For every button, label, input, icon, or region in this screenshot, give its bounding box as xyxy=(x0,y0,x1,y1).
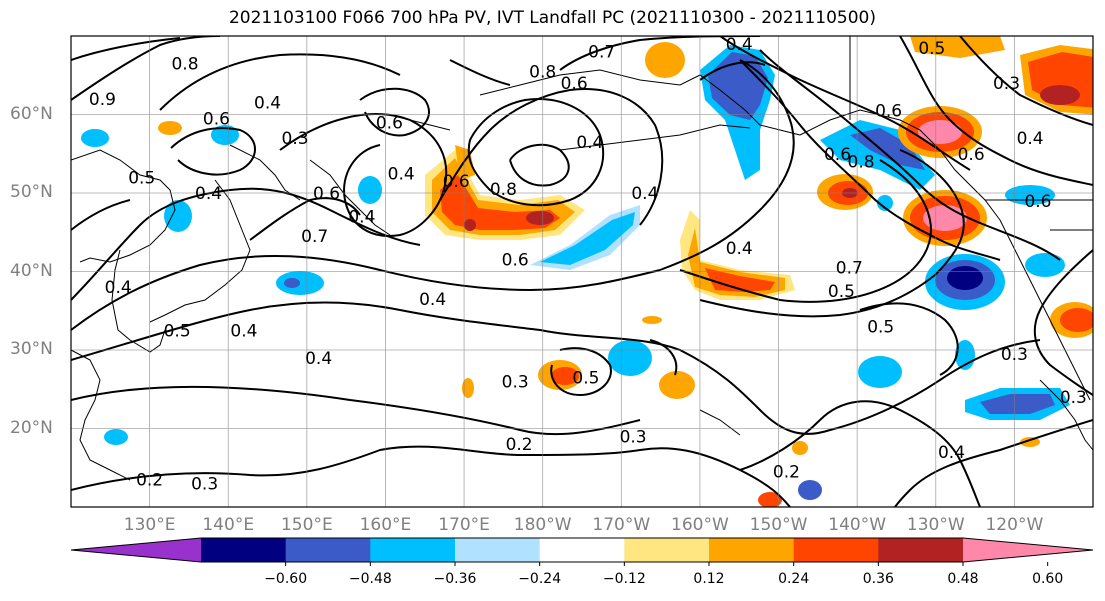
contour-label: 0.4 xyxy=(105,278,132,298)
contour-label: 0.4 xyxy=(726,239,753,259)
contour-label: 0.3 xyxy=(993,74,1020,94)
contour-label: 0.2 xyxy=(136,471,163,491)
colorbar-min-extension xyxy=(71,538,201,562)
longitude-label: 130°W xyxy=(906,515,965,535)
longitude-label: 150°E xyxy=(280,515,333,535)
longitude-label: 140°W xyxy=(828,515,887,535)
colorbar-segment xyxy=(793,538,879,562)
contour-label: 0.4 xyxy=(254,94,281,114)
colorbar-segment xyxy=(285,538,371,562)
longitude-label: 130°E xyxy=(123,515,176,535)
colorbar-segment xyxy=(624,538,710,562)
contour-label: 0.3 xyxy=(282,129,309,149)
contour-label: 0.6 xyxy=(203,109,230,129)
colorbar-tick-label: −0.48 xyxy=(348,571,392,587)
contour-label: 0.6 xyxy=(824,145,851,165)
colorbar-segment xyxy=(539,538,625,562)
colorbar-tick-label: −0.36 xyxy=(433,571,477,587)
latitude-label: 40°N xyxy=(10,260,53,281)
map-title: 2021103100 F066 700 hPa PV, IVT Landfall… xyxy=(228,8,876,28)
map-frame xyxy=(70,35,1094,508)
contour-label: 0.6 xyxy=(376,113,403,133)
contour-label: 0.2 xyxy=(506,435,533,455)
contour-label: 0.9 xyxy=(89,90,116,110)
contour-label: 0.4 xyxy=(195,184,222,204)
contour-label: 0.7 xyxy=(836,259,863,279)
longitude-label: 140°E xyxy=(202,515,255,535)
colorbar-tick-label: 0.60 xyxy=(1032,571,1064,587)
contour-labels: 0.80.90.60.40.30.50.4 0.60.70.40.40.60.6 0… xyxy=(89,35,1087,495)
longitude-label: 120°W xyxy=(985,515,1044,535)
contour-label: 0.4 xyxy=(726,35,753,55)
contour-label: 0.2 xyxy=(773,463,800,483)
colorbar-tick-label: 0.12 xyxy=(693,571,725,587)
longitude-label: 150°W xyxy=(749,515,808,535)
colorbar-tick-label: 0.48 xyxy=(947,571,979,587)
contour-label: 0.5 xyxy=(572,368,599,388)
contour-label: 0.3 xyxy=(1001,345,1028,365)
colorbar-segment xyxy=(878,538,964,562)
contour-label: 0.8 xyxy=(529,62,556,82)
contour-label: 0.4 xyxy=(419,290,446,310)
contour-label: 0.5 xyxy=(918,39,945,59)
colorbar-tick-label: 0.36 xyxy=(862,571,894,587)
longitude-label: 170°E xyxy=(438,515,490,535)
contour-label: 0.3 xyxy=(620,427,647,447)
contour-label: 0.6 xyxy=(1024,192,1051,212)
contour-label: 0.6 xyxy=(443,172,470,192)
contour-label: 0.7 xyxy=(301,227,328,247)
contour-label: 0.7 xyxy=(588,43,615,63)
contour-label: 0.4 xyxy=(388,164,415,184)
latitude-label: 20°N xyxy=(10,417,53,438)
colorbar-tick-label: −0.24 xyxy=(518,571,562,587)
longitude-label: 180°W xyxy=(513,515,572,535)
contour-label: 0.3 xyxy=(502,372,529,392)
contour-label: 0.5 xyxy=(828,282,855,302)
contour-label: 0.6 xyxy=(958,145,985,165)
contour-label: 0.4 xyxy=(348,208,375,228)
contour-label: 0.4 xyxy=(305,349,332,369)
contour-label: 0.3 xyxy=(1060,388,1087,408)
contour-label: 0.5 xyxy=(128,168,155,188)
longitude-label: 160°E xyxy=(359,515,412,535)
contour-label: 0.5 xyxy=(867,317,894,337)
contour-label: 0.3 xyxy=(191,474,218,494)
contour-label: 0.5 xyxy=(164,321,191,341)
longitude-label: 160°W xyxy=(671,515,729,535)
contour-label: 0.6 xyxy=(313,184,340,204)
latitude-label: 30°N xyxy=(10,339,53,359)
longitude-label: 170°W xyxy=(592,515,651,535)
colorbar-segment xyxy=(370,538,456,562)
colorbar-tick-label: 0.24 xyxy=(778,571,810,587)
contour-label: 0.6 xyxy=(502,251,529,271)
colorbar-segment xyxy=(709,538,795,562)
contour-label: 0.4 xyxy=(631,184,658,204)
colorbar-tick-label: −0.60 xyxy=(264,571,308,587)
gridlines xyxy=(71,36,1093,507)
contour-label: 0.4 xyxy=(938,443,965,463)
contour-label: 0.8 xyxy=(490,180,517,200)
contour-label: 0.4 xyxy=(230,321,257,341)
colorbar-outline xyxy=(70,537,1094,563)
colorbar-segment xyxy=(455,538,541,562)
colorbar-max-extension xyxy=(963,538,1093,562)
latitude-label: 60°N xyxy=(10,103,53,124)
contour-label: 0.8 xyxy=(848,153,875,173)
shading-layer xyxy=(81,36,1093,507)
colorbar-segment xyxy=(201,538,287,562)
contour-label: 0.4 xyxy=(576,133,603,153)
colorbar-tick-label: −0.12 xyxy=(602,571,646,587)
colorbar xyxy=(70,537,1094,566)
contour-label: 0.6 xyxy=(561,74,588,94)
contour-label: 0.6 xyxy=(875,102,902,122)
latitude-label: 50°N xyxy=(10,182,53,202)
contour-label: 0.4 xyxy=(1017,129,1044,149)
contour-label: 0.8 xyxy=(171,54,198,74)
